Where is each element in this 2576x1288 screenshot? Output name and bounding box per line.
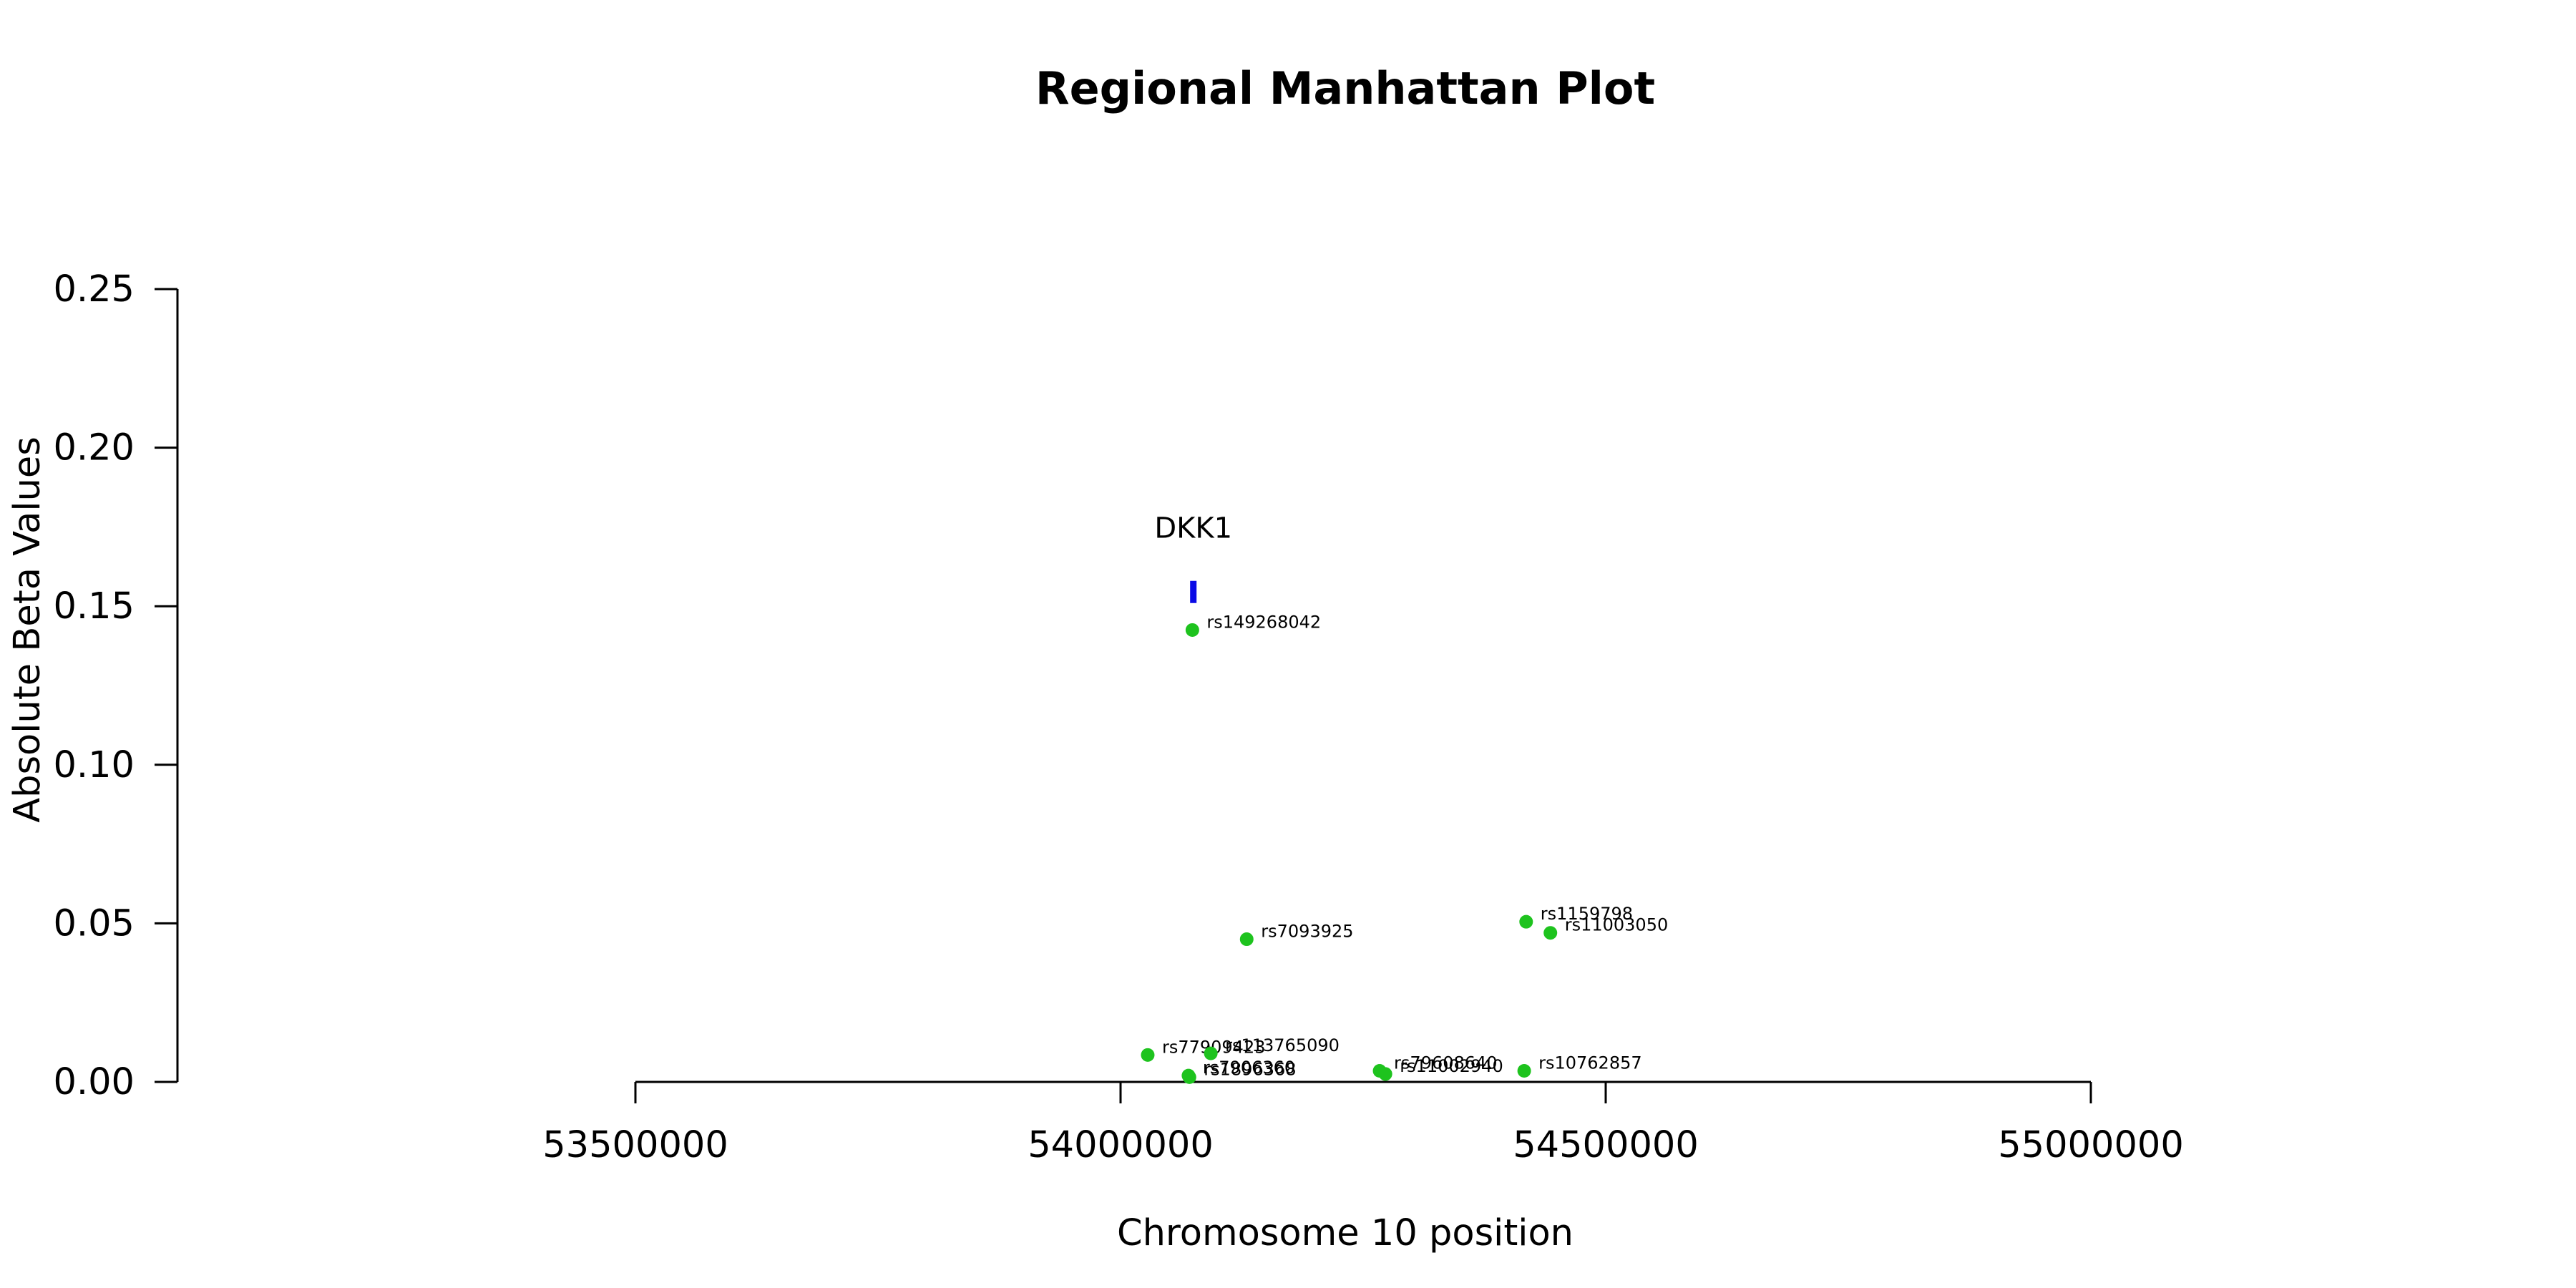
data-point xyxy=(1239,932,1254,947)
x-axis-label: Chromosome 10 position xyxy=(1117,1212,1574,1254)
data-point xyxy=(1141,1048,1155,1062)
x-tick-label: 55000000 xyxy=(1998,1124,2184,1166)
x-tick-label: 53500000 xyxy=(542,1124,728,1166)
point-label: rs79608640 xyxy=(1394,1053,1498,1073)
point-label: rs113765090 xyxy=(1225,1035,1340,1055)
data-point xyxy=(1517,1063,1531,1078)
y-tick-label: 0.15 xyxy=(53,585,135,628)
y-tick-label: 0.00 xyxy=(53,1061,135,1103)
data-point xyxy=(1543,926,1558,940)
x-axis: 53500000 54000000 54500000 55000000 xyxy=(542,1080,2184,1166)
gene-label: DKK1 xyxy=(1154,512,1232,545)
point-label: rs1896368 xyxy=(1204,1059,1296,1079)
point-label: rs7093925 xyxy=(1261,922,1353,942)
data-point xyxy=(1378,1067,1392,1081)
data-point xyxy=(1204,1046,1218,1060)
x-tick-label: 54500000 xyxy=(1513,1124,1699,1166)
y-tick-label: 0.20 xyxy=(53,427,135,469)
point-label: rs11002940 xyxy=(1400,1056,1503,1076)
point-label: rs10762857 xyxy=(1538,1053,1642,1073)
y-tick-label: 0.10 xyxy=(53,744,135,786)
point-label: rs11003050 xyxy=(1565,915,1669,935)
y-axis: 0.00 0.05 0.10 0.15 0.20 0.25 xyxy=(53,268,179,1103)
x-tick-label: 54000000 xyxy=(1028,1124,1214,1166)
gene-markers: DKK1 xyxy=(1154,512,1232,603)
point-label: rs7906360 xyxy=(1203,1058,1295,1078)
y-tick-label: 0.05 xyxy=(53,902,135,945)
data-point xyxy=(1519,914,1533,929)
point-label: rs1159798 xyxy=(1541,904,1633,924)
chart-title: Regional Manhattan Plot xyxy=(1035,62,1655,114)
y-axis-label: Absolute Beta Values xyxy=(6,436,49,823)
data-point xyxy=(1182,1070,1196,1084)
y-tick-label: 0.25 xyxy=(53,268,135,311)
data-point xyxy=(1185,623,1199,637)
point-label: rs149268042 xyxy=(1206,612,1321,632)
